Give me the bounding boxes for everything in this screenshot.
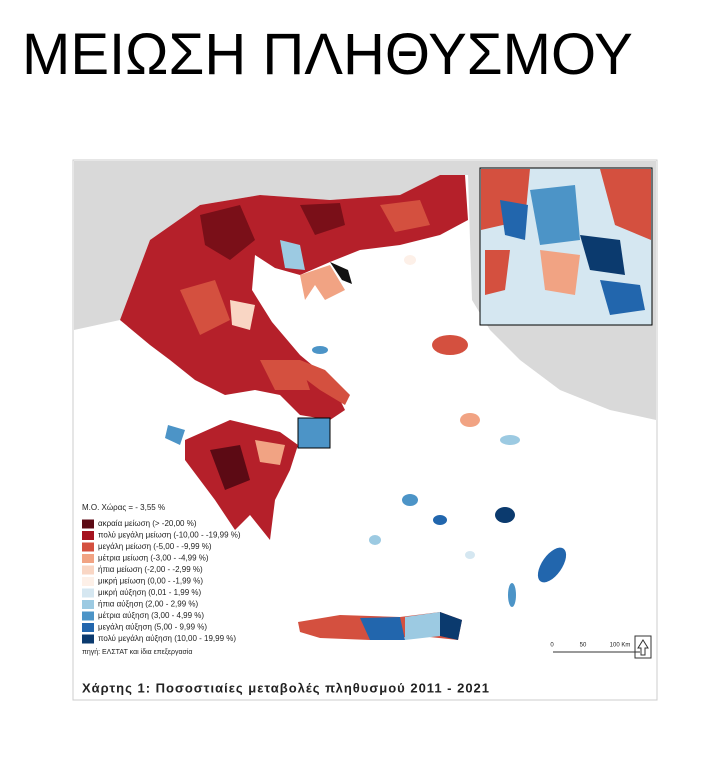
legend-swatch: [82, 588, 94, 598]
legend-swatch: [82, 623, 94, 632]
peninsula: [300, 265, 345, 300]
region: [360, 617, 405, 640]
north-arrow: [634, 635, 652, 659]
inset-region: [530, 185, 580, 245]
legend-label: μικρή μείωση (0,00 - -1,99 %): [98, 577, 203, 586]
island: [300, 360, 350, 405]
inset-region: [485, 250, 510, 295]
legend-label: ήπια αύξηση (2,00 - 2,99 %): [98, 600, 198, 609]
region: [280, 240, 305, 270]
legend-swatch: [82, 634, 94, 644]
island: [465, 551, 475, 559]
legend-swatch: [82, 577, 94, 586]
island: [460, 413, 480, 427]
inset-region: [540, 250, 580, 295]
average-label: Μ.Ο. Χώρας = - 3,55 %: [82, 503, 165, 512]
map-caption: Χάρτης 1: Ποσοστιαίες μεταβολές πληθυσμο…: [82, 680, 490, 695]
region: [210, 445, 250, 490]
region: [405, 612, 440, 640]
region: [260, 360, 310, 390]
inset-region: [580, 235, 625, 275]
region: [255, 440, 285, 465]
legend-label: ήπια μείωση (-2,00 - -2,99 %): [98, 565, 203, 574]
legend-label: ακραία μείωση (> -20,00 %): [98, 519, 197, 528]
peninsula: [330, 262, 352, 284]
legend-swatch: [82, 565, 94, 575]
legend-swatch: [82, 611, 94, 621]
island: [404, 255, 416, 265]
scale-label: 0: [550, 643, 554, 649]
legend-swatch: [82, 542, 94, 552]
scale-label: 100 Km: [610, 643, 631, 649]
legend-label: μέτρια μείωση (-3,00 - -4,99 %): [98, 554, 209, 563]
legend-swatch: [82, 519, 94, 529]
north-arrow: [637, 639, 649, 656]
inset-region: [600, 169, 651, 240]
legend-label: πολύ μεγάλη αύξηση (10,00 - 19,99 %): [98, 634, 236, 643]
legend-label: μέτρια αύξηση (3,00 - 4,99 %): [98, 611, 204, 620]
island: [537, 547, 567, 583]
legend-swatch: [82, 531, 94, 540]
island: [495, 507, 515, 523]
inset-region: [600, 280, 645, 315]
island: [402, 494, 418, 506]
legend-swatch: [82, 554, 94, 563]
legend-label: μικρή αύξηση (0,01 - 1,99 %): [98, 588, 202, 597]
region: [180, 280, 230, 335]
legend-label: πολύ μεγάλη μείωση (-10,00 - -19,99 %): [98, 531, 241, 540]
island: [369, 535, 381, 545]
attica: [298, 418, 330, 448]
inset-region: [500, 200, 528, 240]
source-label: πηγή: ΕΛΣΤΑΤ και ίδια επεξεργασία: [82, 648, 192, 656]
region: [440, 612, 462, 640]
island: [508, 583, 516, 607]
island: [312, 346, 328, 354]
legend-label: μεγάλη αύξηση (5,00 - 9,99 %): [98, 623, 207, 632]
region: [230, 300, 255, 330]
island: [433, 515, 447, 525]
scale-label: 50: [580, 643, 587, 649]
legend-swatch: [82, 600, 94, 609]
slide-title: ΜΕΙΩΣΗ ΠΛΗΘΥΣΜΟΥ: [22, 22, 633, 87]
region: [200, 205, 255, 260]
region: [300, 203, 345, 235]
island: [500, 435, 520, 445]
inset-marker: [297, 417, 331, 449]
region: [380, 200, 430, 232]
island: [165, 425, 185, 445]
legend-label: μεγάλη μείωση (-5,00 - -9,99 %): [98, 542, 212, 551]
island: [432, 335, 468, 355]
